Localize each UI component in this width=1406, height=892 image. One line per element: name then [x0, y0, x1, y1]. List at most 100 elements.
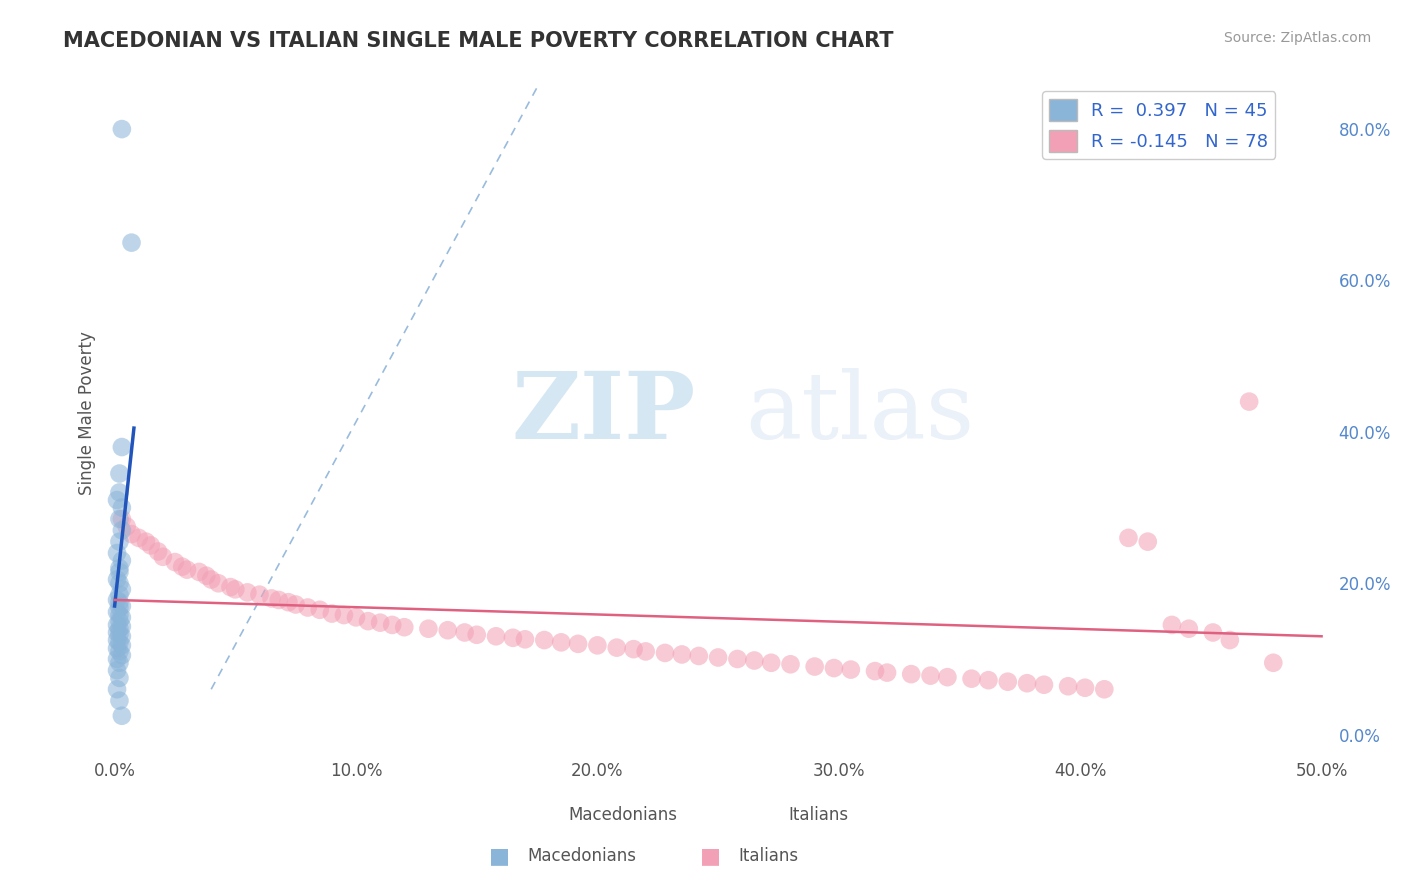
- Point: [115, 519, 138, 533]
- Point: [876, 665, 898, 680]
- Point: [267, 593, 290, 607]
- Point: [550, 635, 572, 649]
- Point: [606, 640, 628, 655]
- Point: [465, 628, 488, 642]
- Point: [779, 657, 801, 672]
- Point: [900, 667, 922, 681]
- Point: [1263, 656, 1285, 670]
- Point: [108, 485, 131, 500]
- Point: [105, 641, 128, 656]
- Text: Italians: Italians: [789, 805, 849, 823]
- Point: [671, 648, 693, 662]
- Point: [111, 639, 134, 653]
- Point: [634, 644, 657, 658]
- Point: [260, 591, 283, 606]
- Text: atlas: atlas: [745, 368, 974, 458]
- Point: [533, 633, 555, 648]
- Point: [146, 544, 169, 558]
- Point: [513, 632, 536, 647]
- Text: ■: ■: [489, 847, 509, 866]
- Point: [308, 603, 330, 617]
- Point: [977, 673, 1000, 688]
- Point: [108, 608, 131, 623]
- Point: [1015, 676, 1038, 690]
- Point: [108, 693, 131, 707]
- Point: [111, 553, 134, 567]
- Point: [105, 493, 128, 508]
- Point: [108, 600, 131, 615]
- Point: [284, 598, 307, 612]
- Point: [1202, 625, 1225, 640]
- Point: [502, 631, 524, 645]
- Point: [297, 600, 319, 615]
- Point: [111, 524, 134, 538]
- Point: [121, 235, 143, 250]
- Legend: R =  0.397   N = 45, R = -0.145   N = 78: R = 0.397 N = 45, R = -0.145 N = 78: [1042, 91, 1275, 159]
- Point: [111, 648, 134, 663]
- Point: [108, 595, 131, 609]
- Point: [108, 576, 131, 591]
- Point: [111, 440, 134, 454]
- Point: [111, 500, 134, 515]
- Point: [1092, 682, 1115, 697]
- Point: [1237, 394, 1260, 409]
- Point: [960, 672, 983, 686]
- Point: [108, 565, 131, 579]
- Point: [111, 122, 134, 136]
- Point: [219, 580, 242, 594]
- Point: [108, 614, 131, 628]
- Point: [333, 608, 356, 623]
- Point: [105, 546, 128, 560]
- Point: [742, 653, 765, 667]
- Point: [623, 642, 645, 657]
- Point: [707, 650, 730, 665]
- Point: [176, 563, 198, 577]
- Point: [1136, 534, 1159, 549]
- Point: [111, 582, 134, 597]
- Point: [1074, 681, 1097, 695]
- Point: [654, 646, 676, 660]
- Point: [997, 674, 1019, 689]
- Point: [863, 664, 886, 678]
- Point: [111, 599, 134, 613]
- Point: [803, 659, 825, 673]
- Point: [436, 624, 458, 638]
- Point: [152, 549, 174, 564]
- Point: [111, 512, 134, 526]
- Text: Source: ZipAtlas.com: Source: ZipAtlas.com: [1223, 31, 1371, 45]
- Point: [453, 625, 475, 640]
- Point: [688, 648, 710, 663]
- Point: [121, 527, 143, 541]
- Point: [485, 629, 508, 643]
- Point: [1161, 618, 1184, 632]
- Point: [128, 531, 150, 545]
- Point: [105, 652, 128, 666]
- Text: Macedonians: Macedonians: [527, 847, 637, 865]
- Point: [1219, 633, 1241, 648]
- Point: [224, 582, 246, 597]
- Point: [108, 622, 131, 636]
- Point: [105, 664, 128, 678]
- Point: [1118, 531, 1140, 545]
- Point: [111, 619, 134, 633]
- Point: [108, 512, 131, 526]
- Text: ■: ■: [700, 847, 720, 866]
- Point: [823, 661, 845, 675]
- Point: [108, 671, 131, 685]
- Point: [249, 588, 271, 602]
- Point: [135, 534, 157, 549]
- Point: [139, 538, 162, 552]
- Point: [111, 708, 134, 723]
- Point: [394, 620, 416, 634]
- Point: [277, 595, 299, 609]
- Point: [111, 610, 134, 624]
- Point: [418, 622, 440, 636]
- Point: [207, 576, 229, 591]
- Point: [108, 534, 131, 549]
- Point: [1033, 678, 1056, 692]
- Text: Italians: Italians: [738, 847, 799, 865]
- Point: [586, 639, 609, 653]
- Point: [108, 561, 131, 575]
- Point: [108, 644, 131, 658]
- Point: [725, 652, 748, 666]
